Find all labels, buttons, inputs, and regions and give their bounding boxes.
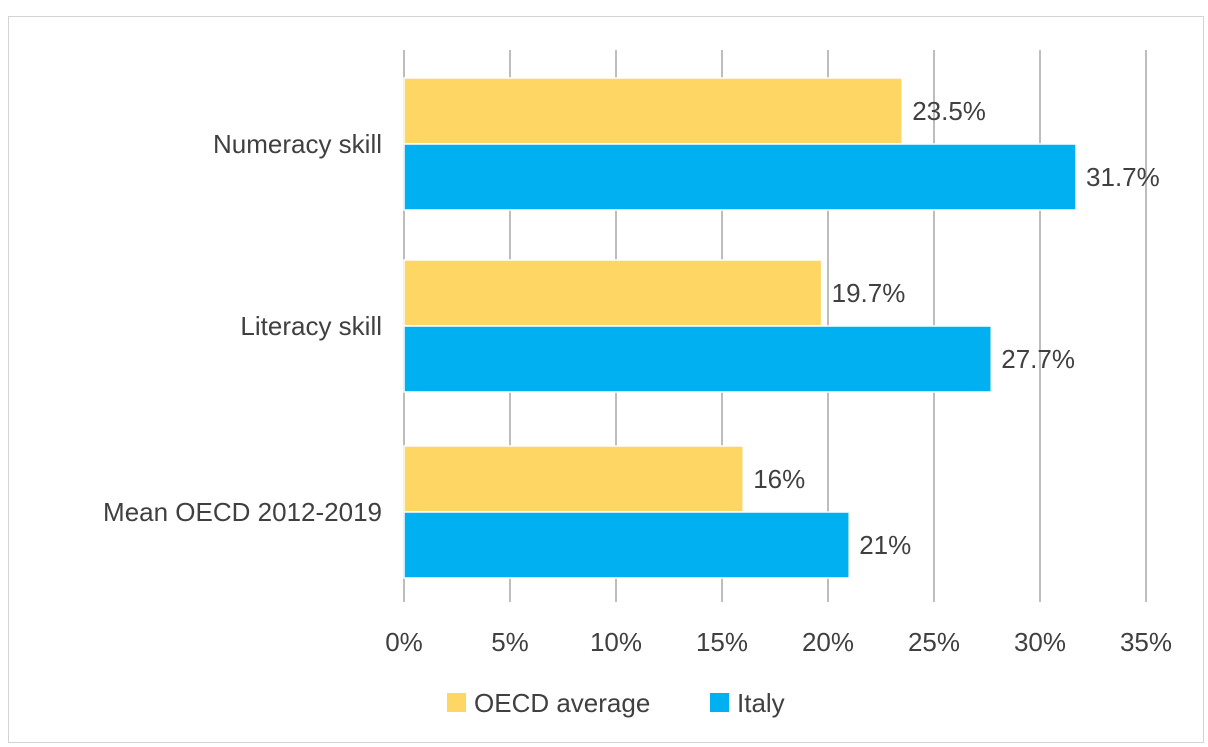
bar-oecd-average [403,77,903,145]
category-label: Literacy skill [240,311,382,341]
data-label: 27.7% [1001,344,1075,374]
x-tick-label: 30% [1014,627,1066,657]
x-tick-label: 0% [385,627,423,657]
bar-italy [403,143,1077,211]
category-label: Numeracy skill [213,129,382,159]
data-labels: 23.5% 31.7% 19.7% 27.7% 16% 21% [753,96,1160,560]
bar-oecd-average [403,259,823,327]
x-tick-label: 20% [802,627,854,657]
legend-swatch [710,693,729,712]
category-label: Mean OECD 2012-2019 [103,497,382,527]
x-tick-label: 5% [491,627,529,657]
x-tick-labels: 0% 5% 10% 15% 20% 25% 30% 35% [385,627,1172,657]
legend-label: OECD average [474,688,650,718]
data-label: 23.5% [912,96,986,126]
bar-italy [403,511,850,579]
bars [403,77,1077,579]
data-label: 21% [859,530,911,560]
data-label: 16% [753,464,805,494]
x-tick-label: 10% [590,627,642,657]
bar-oecd-average [403,445,744,513]
x-tick-label: 35% [1120,627,1172,657]
x-tick-label: 15% [696,627,748,657]
legend-label: Italy [737,688,785,718]
legend-swatch [447,693,466,712]
x-tick-label: 25% [908,627,960,657]
category-labels: Numeracy skill Literacy skill Mean OECD 20… [103,129,382,527]
data-label: 19.7% [832,278,906,308]
data-label: 31.7% [1086,162,1160,192]
bar-italy [403,325,992,393]
legend: OECD average Italy [447,688,785,718]
